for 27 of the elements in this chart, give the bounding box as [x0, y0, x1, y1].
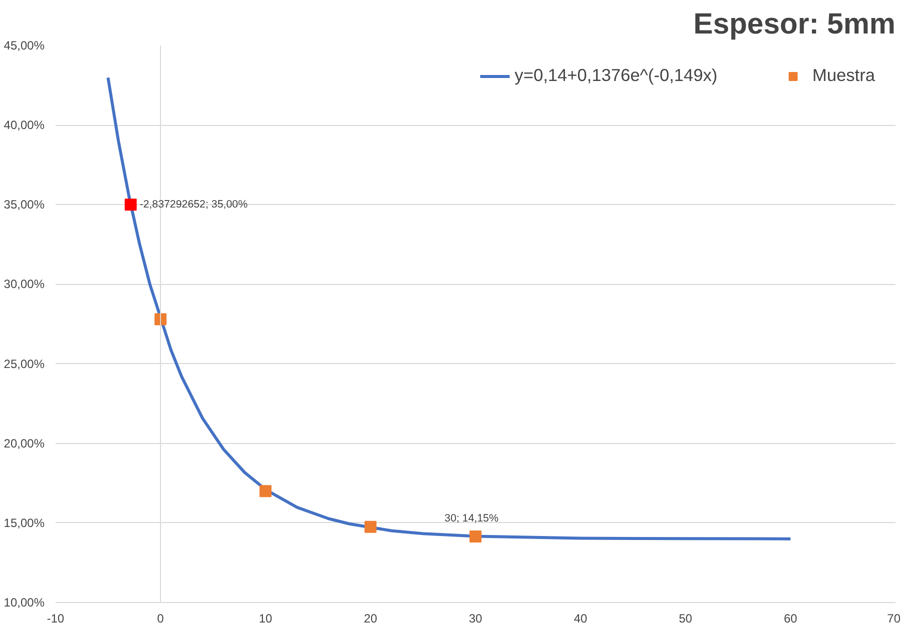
- legend-label: Muestra: [812, 65, 875, 86]
- y-tick-label: 20,00%: [4, 436, 45, 450]
- x-tick-label: 20: [364, 612, 378, 626]
- x-tick-label: 30: [468, 612, 482, 626]
- data-label: 30; 14,15%: [444, 512, 499, 524]
- x-tick-label: 10: [258, 612, 272, 626]
- x-tick-label: 0: [157, 612, 164, 626]
- point: [470, 530, 482, 542]
- y-tick-label: 45,00%: [4, 38, 45, 52]
- x-tick-label: 50: [678, 612, 692, 626]
- point: [260, 485, 272, 498]
- x-tick-label: 60: [784, 612, 798, 626]
- legend-label: y=0,14+0,1376e^(-0,149x): [514, 65, 718, 86]
- x-tick-label: -10: [46, 612, 64, 626]
- y-tick-label: 40,00%: [4, 118, 45, 132]
- chart-title: Espesor: 5mm: [693, 8, 896, 40]
- point: [154, 313, 166, 326]
- y-tick-label: 15,00%: [4, 516, 45, 530]
- point: [364, 520, 376, 533]
- y-tick-label: 30,00%: [4, 277, 45, 292]
- y-tick-label: 35,00%: [4, 198, 45, 212]
- y-tick-label: 25,00%: [4, 356, 45, 371]
- point: [124, 198, 137, 211]
- y-tick-label: 10,00%: [4, 596, 45, 610]
- x-tick-label: 40: [574, 612, 588, 626]
- x-tick-label: 70: [887, 612, 901, 626]
- data-label: -2,837292652; 35,00%: [140, 198, 248, 211]
